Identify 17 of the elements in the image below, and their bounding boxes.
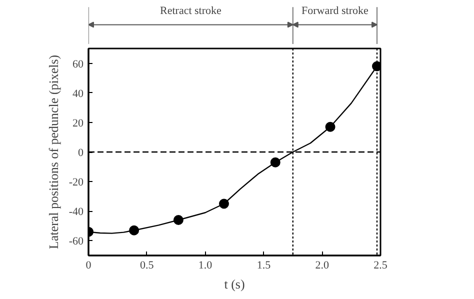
text: Forward stroke bbox=[301, 5, 369, 18]
y-tick-label: 60 bbox=[72, 58, 84, 70]
x-tick-label: 1.5 bbox=[256, 260, 272, 272]
x-axis-title: t (s) bbox=[224, 276, 245, 292]
text: Retract stroke bbox=[160, 5, 222, 18]
x-tick-label: 0 bbox=[86, 260, 92, 272]
y-tick-label: 0 bbox=[78, 147, 84, 159]
y-tick-label: -60 bbox=[68, 236, 84, 248]
y-axis-title: Lateral positions of peduncle (pixels) bbox=[46, 54, 61, 250]
x-tick-label: 2.5 bbox=[374, 260, 388, 272]
y-tick-label: 40 bbox=[72, 88, 84, 100]
x-tick-label: 2.0 bbox=[315, 260, 330, 272]
y-tick-label: -40 bbox=[68, 206, 84, 218]
x-tick-label: 1.0 bbox=[198, 260, 213, 272]
y-tick-label: 20 bbox=[72, 117, 84, 130]
y-tick-label: -20 bbox=[68, 176, 84, 189]
x-tick-label: 0.5 bbox=[140, 260, 154, 272]
